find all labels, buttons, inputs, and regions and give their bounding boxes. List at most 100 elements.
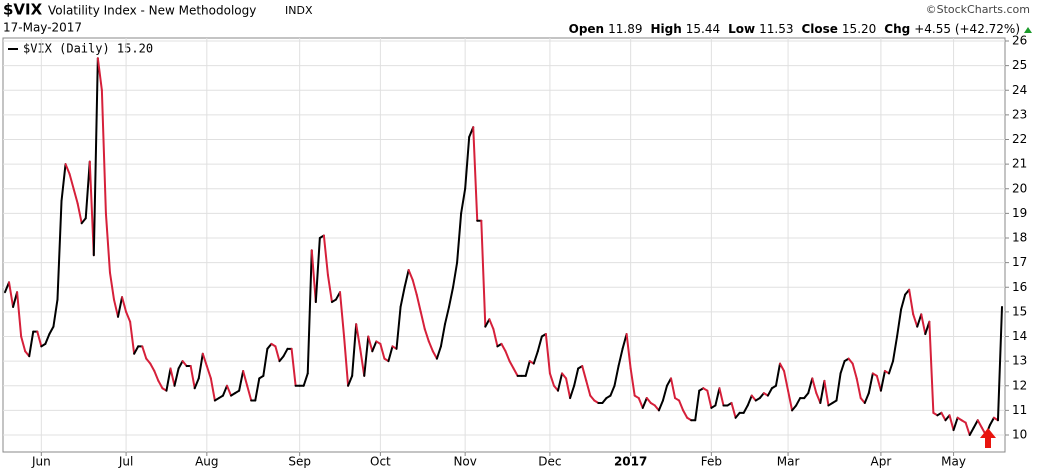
line-segment bbox=[84, 160, 91, 220]
quote-label: High bbox=[650, 22, 681, 36]
line-segment bbox=[774, 362, 781, 387]
line-segment bbox=[153, 369, 160, 382]
line-segment bbox=[867, 372, 874, 395]
line-segment bbox=[988, 416, 995, 427]
plot-frame bbox=[2, 37, 1006, 453]
line-segment bbox=[173, 367, 180, 387]
y-tick-label: 18 bbox=[1012, 231, 1027, 245]
line-segment bbox=[900, 293, 907, 311]
line-segment bbox=[254, 377, 261, 402]
line-segment bbox=[803, 392, 810, 400]
line-segment bbox=[189, 365, 196, 390]
line-segment bbox=[306, 249, 313, 375]
line-segment bbox=[500, 342, 507, 353]
line-segment bbox=[694, 389, 701, 422]
line-segment bbox=[601, 397, 608, 404]
line-segment bbox=[811, 377, 818, 395]
y-tick-label: 16 bbox=[1012, 280, 1027, 294]
line-segment bbox=[548, 372, 555, 387]
y-tick-label: 20 bbox=[1012, 181, 1027, 195]
line-segment bbox=[625, 333, 632, 370]
line-segment bbox=[920, 313, 927, 336]
line-segment bbox=[972, 419, 979, 429]
line-segment bbox=[64, 163, 71, 175]
line-segment bbox=[742, 404, 749, 414]
line-segment bbox=[104, 212, 111, 274]
line-segment bbox=[322, 234, 329, 276]
y-tick-label: 24 bbox=[1012, 83, 1027, 97]
line-segment bbox=[145, 357, 152, 365]
line-segment bbox=[512, 367, 519, 377]
y-tick-label: 17 bbox=[1012, 255, 1027, 269]
line-segment bbox=[484, 318, 491, 328]
line-segment bbox=[448, 286, 455, 308]
x-tick-label: Dec bbox=[538, 455, 561, 469]
y-tick-label: 10 bbox=[1012, 428, 1027, 442]
line-segment bbox=[157, 379, 164, 390]
line-segment bbox=[205, 365, 212, 380]
line-segment bbox=[928, 320, 935, 414]
line-segment bbox=[916, 313, 923, 328]
line-segment bbox=[847, 357, 854, 365]
line-segment bbox=[355, 323, 362, 350]
line-segment bbox=[56, 200, 63, 301]
line-segment bbox=[536, 335, 543, 353]
line-segment bbox=[314, 237, 321, 304]
line-segment bbox=[912, 313, 919, 328]
line-segment bbox=[718, 387, 725, 407]
line-segment bbox=[343, 335, 350, 387]
line-segment bbox=[443, 305, 451, 326]
line-segment bbox=[117, 296, 124, 318]
y-tick-label: 26 bbox=[1012, 34, 1027, 48]
line-segment bbox=[274, 345, 281, 363]
y-tick-label: 25 bbox=[1012, 58, 1027, 72]
symbol: $VIX bbox=[3, 1, 43, 19]
line-segment bbox=[351, 323, 358, 377]
line-segment bbox=[940, 411, 947, 422]
line-segment bbox=[996, 305, 1003, 422]
x-tick-label: Sep bbox=[288, 455, 311, 469]
line-segment bbox=[896, 308, 903, 338]
x-tick-label: Oct bbox=[370, 455, 391, 469]
quote-label: Open bbox=[569, 22, 604, 36]
x-tick-label: Mar bbox=[777, 455, 800, 469]
line-segment bbox=[504, 350, 511, 363]
line-segment bbox=[488, 318, 495, 331]
line-segment bbox=[706, 389, 713, 409]
line-segment bbox=[278, 355, 285, 363]
line-segment bbox=[92, 57, 99, 257]
x-tick-label: Jun bbox=[31, 455, 51, 469]
line-segment bbox=[581, 365, 588, 382]
line-segment bbox=[266, 342, 273, 350]
line-segment bbox=[133, 345, 140, 355]
line-segment bbox=[96, 57, 103, 92]
line-segment bbox=[835, 372, 842, 402]
line-segment bbox=[149, 362, 156, 372]
line-segment bbox=[371, 340, 378, 353]
line-segment bbox=[238, 369, 245, 392]
x-tick-label: Jul bbox=[118, 455, 133, 469]
line-segment bbox=[36, 330, 43, 348]
line-segment bbox=[863, 392, 870, 404]
line-segment bbox=[629, 367, 636, 397]
quote-label: Low bbox=[728, 22, 755, 36]
line-segment bbox=[508, 360, 515, 370]
line-segment bbox=[734, 411, 741, 419]
line-segment bbox=[76, 202, 83, 225]
line-segment bbox=[121, 296, 128, 313]
line-segment bbox=[778, 362, 786, 372]
line-segment bbox=[492, 328, 499, 348]
line-segment bbox=[787, 389, 794, 412]
line-segment bbox=[363, 335, 370, 377]
line-segment bbox=[641, 397, 648, 409]
line-segment bbox=[68, 172, 75, 190]
line-segment bbox=[72, 187, 79, 205]
x-tick-label: Aug bbox=[195, 455, 218, 469]
line-segment bbox=[585, 379, 592, 397]
line-segment bbox=[431, 350, 438, 360]
line-segment bbox=[282, 347, 289, 358]
y-tick-label: 13 bbox=[1012, 354, 1027, 368]
line-segment bbox=[201, 352, 208, 368]
line-segment bbox=[657, 399, 664, 412]
y-tick-label: 22 bbox=[1012, 132, 1027, 146]
